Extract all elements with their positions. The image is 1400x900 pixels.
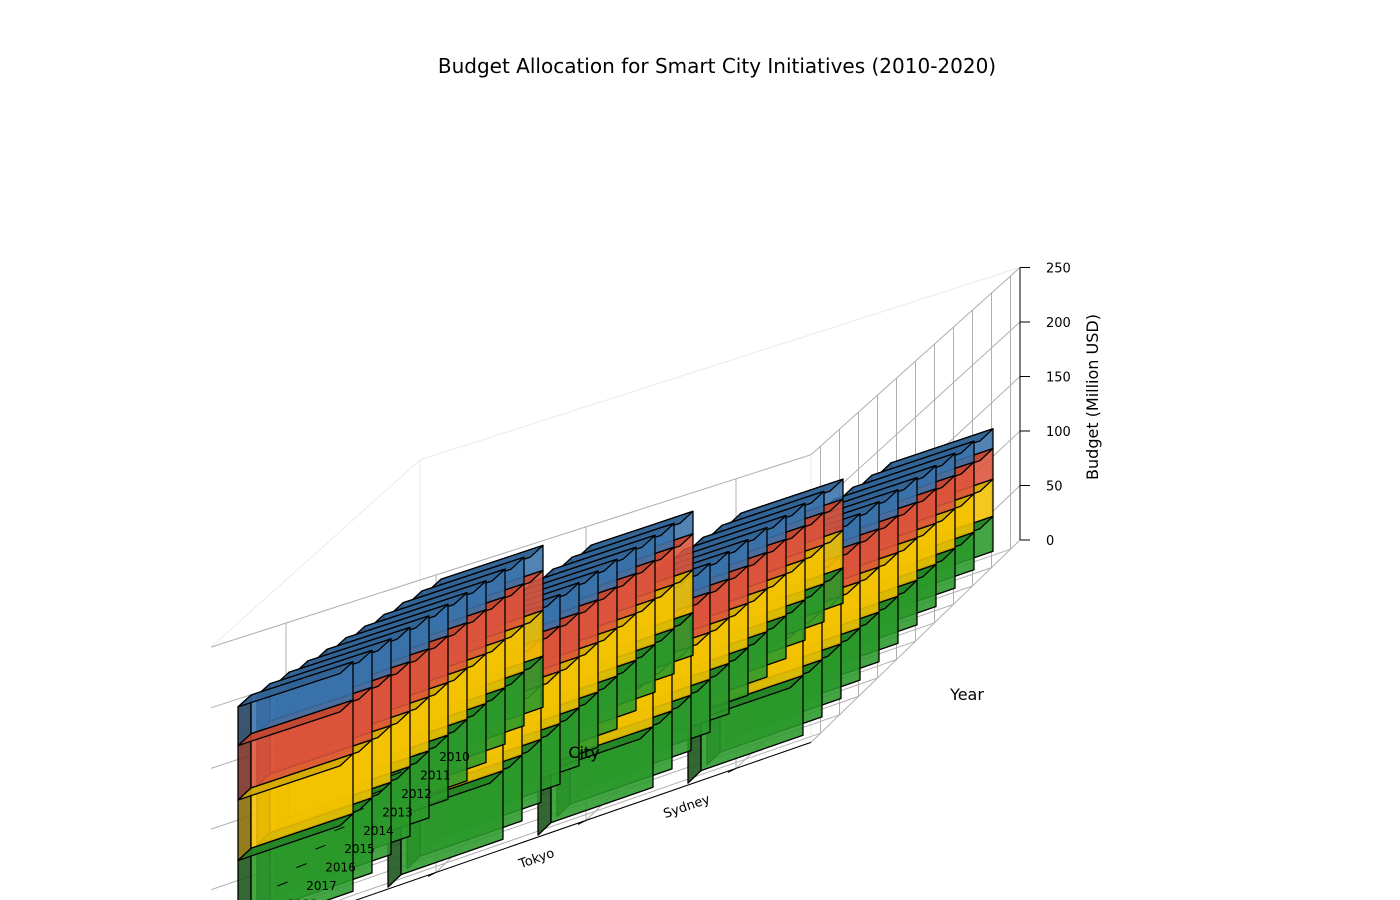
z-tick-label: 100: [1046, 425, 1071, 440]
year-tick: [315, 844, 326, 850]
x-axis-line: [354, 741, 812, 900]
year-tick-label: 2013: [382, 805, 413, 819]
year-tick: [296, 863, 307, 869]
z-axis-title: Budget (Million USD): [1083, 314, 1102, 480]
z-tick-label: 250: [1046, 262, 1071, 277]
city-tick: [577, 819, 587, 825]
city-tick: [727, 767, 737, 773]
pane-edge: [210, 459, 421, 648]
bar-face-top: [237, 661, 354, 708]
chart-bars: [237, 428, 994, 900]
year-tick: [372, 789, 383, 795]
bar-segment: [237, 699, 354, 801]
chart-title: Budget Allocation for Smart City Initiat…: [438, 54, 996, 78]
bar-segment: [237, 661, 354, 747]
year-tick: [410, 752, 421, 758]
pane-edge: [419, 267, 1021, 461]
year-tick-label: 2012: [401, 787, 432, 801]
city-tick: [427, 871, 437, 877]
year-tick-label: 2015: [344, 842, 375, 856]
z-tick-label: 0: [1046, 534, 1054, 549]
year-tick-label: 2017: [306, 879, 337, 893]
z-tick-label: 200: [1046, 316, 1071, 331]
city-tick-label: London: [362, 896, 412, 900]
year-tick-label: 2018: [287, 897, 318, 900]
year-tick-label: 2014: [363, 824, 394, 838]
year-tick: [391, 771, 402, 777]
z-tick-label: 50: [1046, 480, 1063, 495]
year-tick: [277, 881, 288, 887]
year-tick-label: 2011: [420, 769, 451, 783]
year-tick-label: 2010: [439, 750, 470, 764]
year-tick: [353, 807, 364, 813]
z-gridline: [210, 267, 1021, 648]
y-axis-title: Year: [949, 685, 984, 704]
city-tick-label: Tokyo: [516, 846, 556, 872]
z-tick-label: 150: [1046, 371, 1071, 386]
x-axis-title: City: [568, 743, 599, 762]
year-tick-label: 2016: [325, 861, 356, 875]
year-tick: [334, 826, 345, 832]
city-tick-label: Sydney: [662, 792, 713, 822]
